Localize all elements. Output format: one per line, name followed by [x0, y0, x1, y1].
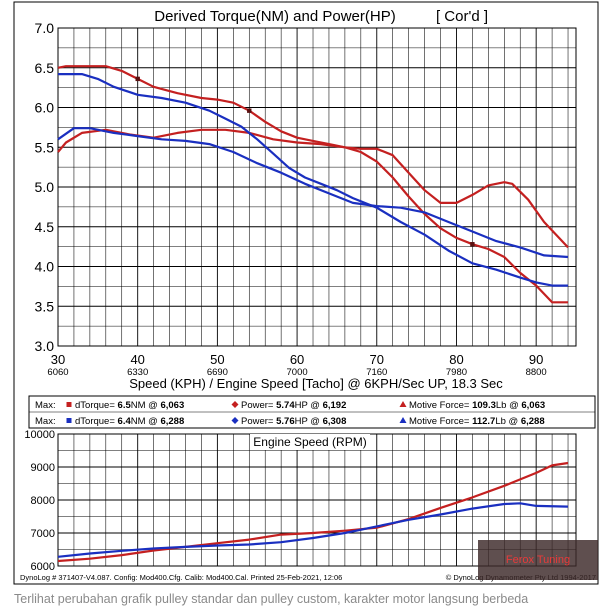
series-point-marker	[135, 76, 140, 82]
y-tick-label: 3.0	[35, 338, 55, 354]
engine-speed-series	[57, 461, 569, 563]
summary-at: 6,288	[521, 416, 545, 427]
image-caption: Terlihat perubahan grafik pulley standar…	[14, 592, 529, 606]
summary-label: dTorque=	[75, 416, 118, 427]
summary-value: 6.4	[118, 416, 132, 427]
series-point-marker	[247, 108, 252, 113]
summary-entry: dTorque= 6.5NM @ 6,063	[75, 400, 184, 411]
max-summary-box: Max: dTorque= 6.5NM @ 6,063 Power= 5.74HP …	[28, 395, 596, 429]
max-summary-rows: Max: dTorque= 6.5NM @ 6,063 Power= 5.74HP …	[35, 400, 545, 427]
summary-marker-square	[66, 418, 72, 423]
rpm-series-line-1	[57, 502, 569, 558]
summary-unit: HP @	[295, 416, 323, 427]
y-tick-label: 7000	[31, 528, 55, 540]
summary-label: Motive Force=	[409, 416, 472, 427]
x-tick-label-rpm: 7000	[287, 367, 308, 378]
summary-unit: Lb @	[495, 416, 521, 427]
summary-entry: Motive Force= 112.7Lb @ 6,288	[409, 416, 545, 427]
y-tick-label: 4.5	[35, 219, 55, 235]
x-tick-label-speed: 70	[370, 352, 384, 367]
summary-label: dTorque=	[75, 400, 118, 411]
x-tick-label-speed: 80	[449, 352, 463, 367]
engine-speed-title: Engine Speed (RPM)	[253, 435, 366, 449]
summary-unit: NM @	[131, 400, 161, 411]
y-tick-label: 6.5	[35, 60, 55, 76]
summary-entry: Power= 5.76HP @ 6,308	[241, 416, 346, 427]
summary-entry: Power= 5.74HP @ 6,192	[241, 400, 346, 411]
summary-unit: NM @	[131, 416, 161, 427]
y-tick-label: 5.5	[35, 139, 55, 155]
x-tick-label-rpm: 6060	[47, 367, 68, 378]
torque-power-x-axis-label: Speed (KPH) / Engine Speed [Tacho] @ 6KP…	[129, 376, 503, 391]
summary-value: 109.3	[472, 400, 496, 411]
x-tick-label-rpm: 7160	[366, 367, 387, 378]
series-line-0	[57, 65, 568, 304]
torque-power-title-tag: [ Cor'd ]	[436, 8, 488, 25]
x-tick-label-speed: 90	[529, 352, 543, 367]
summary-unit: HP @	[295, 400, 323, 411]
rpm-series-line-0	[57, 461, 569, 563]
summary-label: Power=	[241, 416, 276, 427]
x-tick-label-rpm: 8800	[526, 367, 547, 378]
summary-value: 6.5	[118, 400, 132, 411]
summary-value: 112.7	[472, 416, 495, 427]
engine-speed-y-tick-labels: 10000 9000 8000 7000 6000	[24, 429, 55, 573]
summary-value: 5.76	[276, 416, 295, 427]
summary-marker-square	[66, 402, 72, 407]
summary-label: Motive Force=	[409, 400, 472, 411]
x-tick-label-speed: 40	[130, 352, 144, 367]
y-tick-label: 9000	[31, 462, 55, 474]
summary-at: 6,063	[521, 400, 545, 411]
torque-power-series	[57, 65, 569, 304]
engine-speed-title-box	[250, 434, 370, 450]
series-line-2	[58, 72, 568, 287]
watermark-text: Ferox Tuning	[505, 554, 571, 566]
summary-at: 6,308	[323, 416, 347, 427]
y-tick-label: 7.0	[35, 20, 55, 36]
x-tick-label-speed: 30	[51, 352, 65, 367]
y-tick-label: 3.5	[35, 298, 55, 314]
summary-marker-triangle	[399, 401, 407, 407]
summary-label: Power=	[241, 400, 276, 411]
footer-left: DynoLog # 371407-V4.087. Config: Mod400.…	[20, 573, 342, 582]
summary-entry: dTorque= 6.4NM @ 6,288	[75, 416, 184, 427]
y-tick-label: 8000	[31, 495, 55, 507]
torque-power-title: Derived Torque(NM) and Power(HP)	[154, 8, 395, 25]
series-point-marker	[470, 242, 475, 247]
summary-marker-diamond	[231, 401, 239, 408]
x-tick-label-rpm: 7980	[446, 367, 467, 378]
torque-power-y-tick-labels: 7.0 6.5 6.0 5.5 5.0 4.5 4.0 3.5 3.0	[35, 20, 55, 354]
max-label: Max:	[35, 416, 56, 427]
y-tick-label: 5.0	[35, 179, 55, 195]
summary-at: 6,063	[160, 400, 184, 411]
summary-at: 6,192	[323, 400, 347, 411]
x-tick-label-speed: 60	[290, 352, 304, 367]
y-tick-label: 6000	[31, 561, 55, 573]
y-tick-label: 10000	[24, 429, 55, 441]
x-tick-label-rpm: 6330	[127, 367, 148, 378]
y-tick-label: 6.0	[35, 100, 55, 116]
y-tick-label: 4.0	[35, 259, 55, 275]
summary-marker-diamond	[231, 417, 239, 424]
max-label: Max:	[35, 400, 56, 411]
series-line-3	[57, 127, 569, 259]
summary-entry: Motive Force= 109.3Lb @ 6,063	[409, 400, 545, 411]
summary-value: 5.74	[276, 400, 295, 411]
x-tick-label-rpm: 6690	[207, 367, 228, 378]
summary-marker-triangle	[399, 417, 407, 423]
summary-unit: Lb @	[496, 400, 522, 411]
watermark-badge: Ferox Tuning	[478, 540, 598, 580]
summary-at: 6,288	[160, 416, 184, 427]
x-tick-label-speed: 50	[210, 352, 224, 367]
